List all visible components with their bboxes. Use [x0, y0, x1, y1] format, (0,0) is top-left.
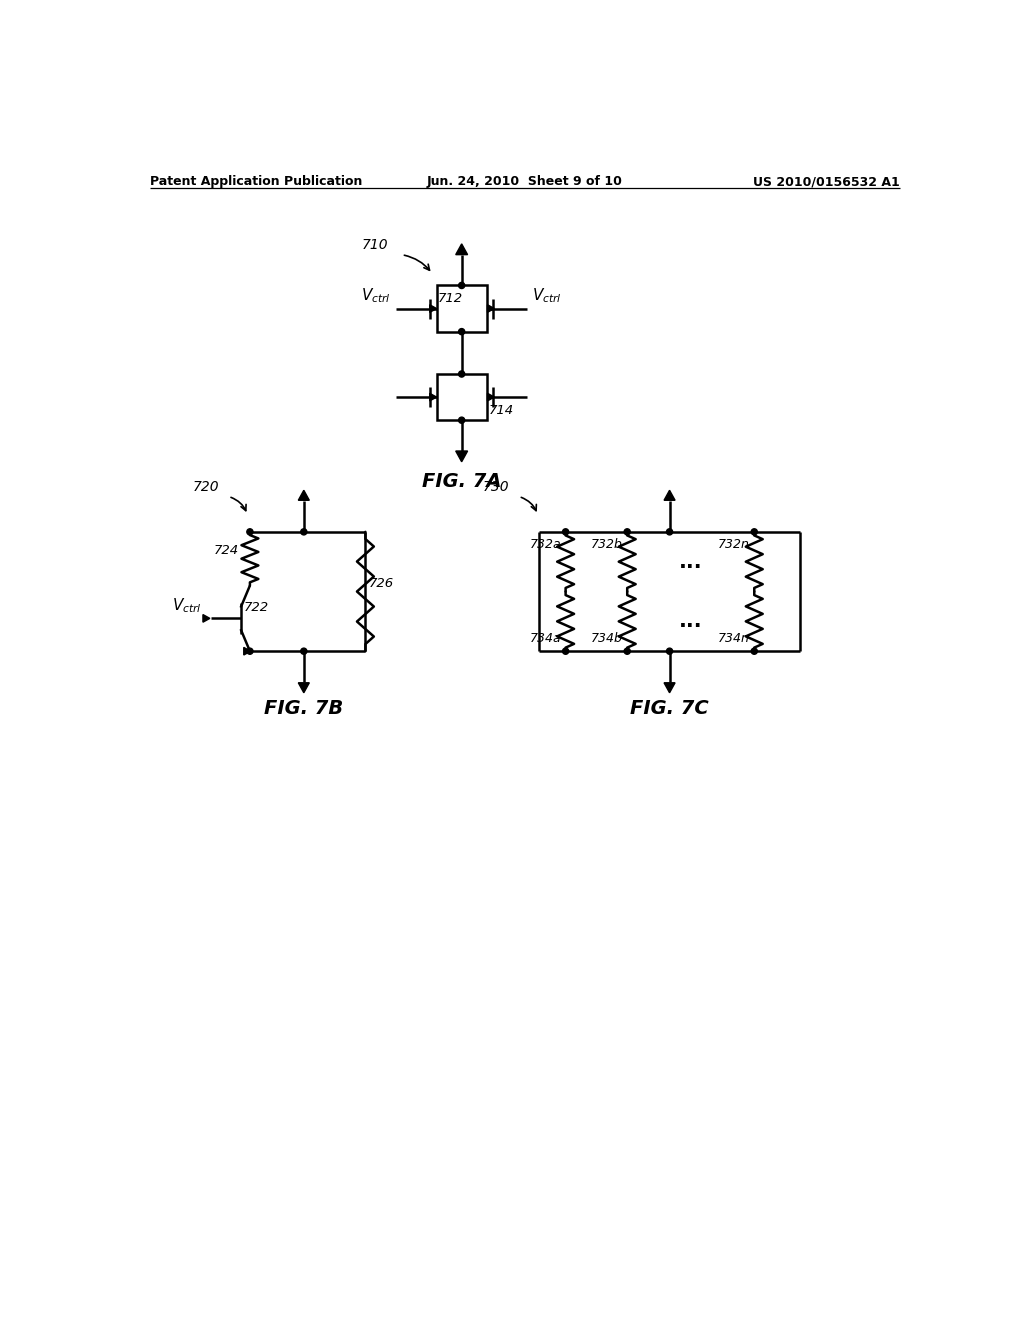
- Polygon shape: [203, 615, 210, 622]
- FancyArrowPatch shape: [231, 498, 246, 511]
- Circle shape: [625, 529, 631, 535]
- Circle shape: [247, 648, 253, 655]
- Polygon shape: [456, 451, 468, 462]
- Circle shape: [459, 282, 465, 289]
- Circle shape: [667, 529, 673, 535]
- Bar: [436, 374, 486, 420]
- Text: 722: 722: [244, 601, 269, 614]
- Text: 734b: 734b: [591, 632, 623, 645]
- Circle shape: [752, 648, 758, 655]
- Text: $V_{ctrl}$: $V_{ctrl}$: [361, 286, 391, 305]
- Circle shape: [459, 371, 465, 378]
- Text: 732b: 732b: [591, 539, 623, 550]
- Text: US 2010/0156532 A1: US 2010/0156532 A1: [753, 176, 900, 189]
- Circle shape: [625, 648, 631, 655]
- Polygon shape: [487, 393, 495, 401]
- Circle shape: [301, 529, 307, 535]
- Text: FIG. 7A: FIG. 7A: [422, 473, 502, 491]
- Polygon shape: [664, 490, 675, 500]
- Text: 710: 710: [361, 239, 388, 252]
- Circle shape: [667, 648, 673, 655]
- Circle shape: [562, 529, 568, 535]
- Text: 714: 714: [489, 404, 514, 417]
- Polygon shape: [487, 305, 495, 313]
- Polygon shape: [298, 682, 309, 693]
- Text: 734n: 734n: [718, 632, 750, 645]
- Text: 732a: 732a: [529, 539, 561, 550]
- Polygon shape: [456, 244, 468, 255]
- Text: 730: 730: [482, 480, 509, 494]
- Text: $V_{ctrl}$: $V_{ctrl}$: [172, 595, 202, 615]
- Text: Patent Application Publication: Patent Application Publication: [150, 176, 362, 189]
- Polygon shape: [430, 393, 436, 401]
- Text: 720: 720: [193, 480, 219, 494]
- Circle shape: [562, 648, 568, 655]
- Text: ...: ...: [679, 552, 702, 572]
- FancyArrowPatch shape: [404, 255, 429, 271]
- Text: 712: 712: [438, 292, 463, 305]
- Circle shape: [459, 329, 465, 335]
- Polygon shape: [298, 490, 309, 500]
- Polygon shape: [664, 682, 675, 693]
- FancyArrowPatch shape: [521, 498, 537, 511]
- Text: 732n: 732n: [718, 539, 750, 550]
- Polygon shape: [430, 305, 436, 313]
- Text: FIG. 7B: FIG. 7B: [264, 700, 343, 718]
- Circle shape: [301, 648, 307, 655]
- Text: 724: 724: [214, 544, 240, 557]
- Text: 734a: 734a: [529, 632, 561, 645]
- Text: $V_{ctrl}$: $V_{ctrl}$: [532, 286, 562, 305]
- Text: FIG. 7C: FIG. 7C: [630, 700, 709, 718]
- Text: ...: ...: [679, 611, 702, 631]
- Bar: [436, 285, 486, 331]
- Polygon shape: [244, 647, 251, 655]
- Circle shape: [459, 417, 465, 424]
- Circle shape: [247, 529, 253, 535]
- Text: Jun. 24, 2010  Sheet 9 of 10: Jun. 24, 2010 Sheet 9 of 10: [427, 176, 623, 189]
- Text: 726: 726: [370, 577, 394, 590]
- Circle shape: [752, 529, 758, 535]
